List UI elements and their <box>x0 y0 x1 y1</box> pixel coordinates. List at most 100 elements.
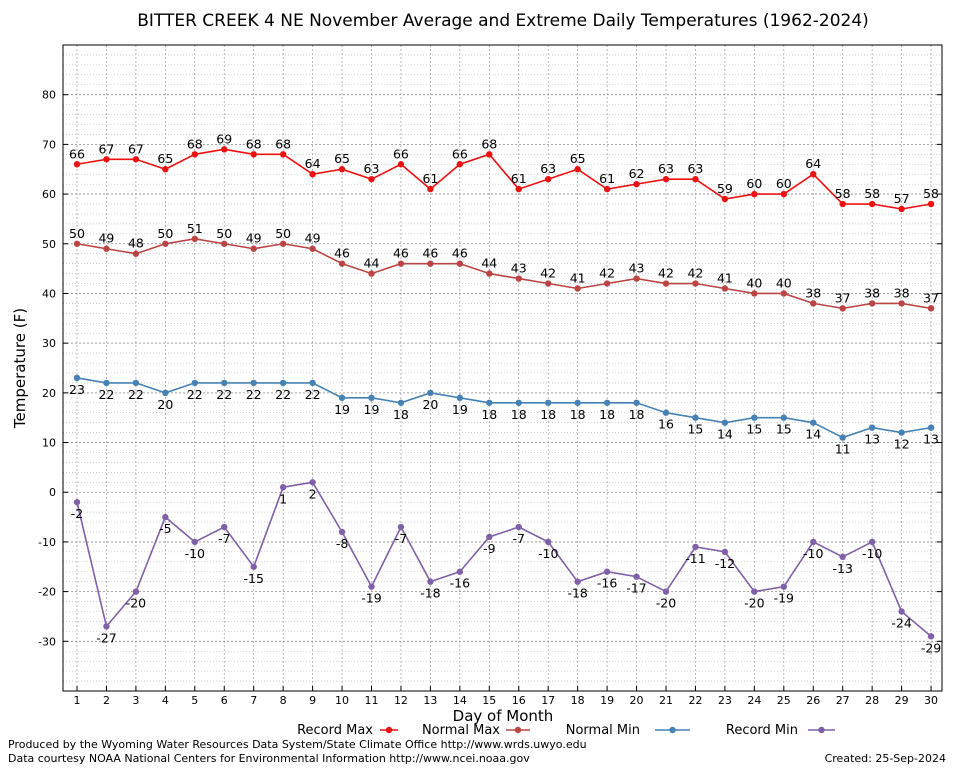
record-max-point <box>103 156 110 163</box>
normal-max-point <box>780 290 787 297</box>
record-min-data-label: -20 <box>744 596 764 611</box>
record-max-data-label: 61 <box>599 171 615 186</box>
legend-marker <box>385 726 393 734</box>
record-max-data-label: 66 <box>69 146 85 161</box>
record-min-data-label: -5 <box>159 521 171 536</box>
record-min-point <box>162 513 169 521</box>
record-min-data-label: -13 <box>832 561 852 576</box>
normal-max-data-label: 38 <box>864 285 880 300</box>
record-min-data-label: -10 <box>538 546 558 561</box>
normal-max-data-label: 49 <box>98 231 114 246</box>
normal-max-data-label: 49 <box>305 231 321 246</box>
record-min-point <box>868 538 876 546</box>
record-max-data-label: 68 <box>275 136 291 151</box>
normal-max-point <box>250 245 257 252</box>
record-min-point <box>927 633 935 640</box>
normal-max-point <box>751 290 758 297</box>
y-tick-label: 70 <box>42 138 56 151</box>
normal-max-point <box>633 275 640 282</box>
record-max-data-label: 66 <box>452 146 468 161</box>
normal-min-data-label: 18 <box>540 407 556 422</box>
normal-min-point <box>73 374 81 382</box>
footer-created: Created: 25-Sep-2024 <box>824 752 946 765</box>
legend-item-record-min: Record Min <box>726 723 835 738</box>
x-tick-label: 25 <box>777 694 791 707</box>
normal-min-point <box>810 419 817 426</box>
record-max-data-label: 65 <box>570 151 586 166</box>
record-min-point <box>898 608 905 615</box>
normal-min-line <box>76 377 932 439</box>
normal-min-point <box>427 389 434 397</box>
normal-max-data-label: 40 <box>746 275 762 290</box>
record-min-line <box>76 481 932 637</box>
normal-max-data-label: 48 <box>128 236 144 251</box>
legend-marker <box>818 726 825 734</box>
normal-min-point <box>162 389 169 397</box>
normal-max-point <box>486 270 493 277</box>
record-max-point <box>927 200 935 208</box>
record-max-point <box>427 185 434 193</box>
record-max-point <box>73 161 81 168</box>
series-record-min: -2 -27 -20 -5 -10 -7 -15 1 2 -8 -19 -7 -18 -16 -9 -7 -10… <box>71 479 941 655</box>
record-max-point <box>692 175 699 183</box>
x-tick-label: 10 <box>335 694 349 707</box>
x-axis-label: Day of Month <box>453 707 554 725</box>
normal-max-data-label: 51 <box>187 221 203 236</box>
legend-label: Normal Max <box>422 723 500 738</box>
series: 66 67 67 65 68 69 68 68 64 65 63 66 61 66 68 61 63 65 61 62… <box>69 131 941 655</box>
record-min-point <box>279 484 287 491</box>
legend-marker <box>514 726 522 734</box>
record-min-data-label: -7 <box>395 531 407 546</box>
record-max-point <box>250 151 257 158</box>
legend-marker <box>669 726 676 734</box>
record-min-point <box>486 533 493 541</box>
record-max-data-label: 63 <box>658 161 674 176</box>
record-min-point <box>456 568 464 575</box>
normal-max-data-label: 41 <box>570 270 586 285</box>
normal-min-data-label: 22 <box>216 387 232 402</box>
normal-min-data-label: 19 <box>364 402 380 417</box>
record-min-data-label: -16 <box>450 576 470 591</box>
normal-max-point <box>162 240 169 247</box>
normal-min-data-label: 22 <box>246 387 262 402</box>
record-max-data-label: 58 <box>864 186 880 201</box>
record-min-point <box>73 498 81 506</box>
normal-min-data-label: 23 <box>69 382 85 397</box>
normal-max-data-label: 46 <box>334 246 350 261</box>
x-tick-label: 24 <box>747 694 761 707</box>
normal-max-data-label: 37 <box>835 290 851 305</box>
record-min-point <box>662 588 670 595</box>
x-tick-label: 14 <box>453 694 467 707</box>
record-min-data-label: -10 <box>803 546 823 561</box>
record-max-point <box>191 151 198 158</box>
normal-min-point <box>250 379 257 387</box>
record-max-data-label: 63 <box>687 161 703 176</box>
record-max-point <box>221 146 228 153</box>
series-normal-min: 23 22 22 20 22 22 22 22 22 19 19 18 20 19 18 18 18 18 18 18… <box>69 374 939 457</box>
record-min-data-label: 1 <box>279 491 287 506</box>
normal-max-point <box>309 245 316 252</box>
record-max-data-label: 63 <box>540 161 556 176</box>
plot-frame <box>62 44 943 692</box>
normal-min-point <box>368 394 375 402</box>
normal-max-data-label: 50 <box>275 226 291 241</box>
normal-min-point <box>221 379 228 387</box>
normal-min-point <box>868 424 876 431</box>
record-min-point <box>839 553 846 561</box>
normal-max-data-label: 50 <box>216 226 232 241</box>
x-tick-label: 21 <box>659 694 673 707</box>
record-max-point <box>309 171 316 178</box>
record-max-point <box>486 151 493 158</box>
normal-max-data-label: 42 <box>687 266 703 281</box>
normal-max-data-label: 50 <box>157 226 173 241</box>
normal-min-point <box>603 399 611 406</box>
record-min-point <box>250 563 257 570</box>
normal-max-data-label: 38 <box>894 285 910 300</box>
normal-min-point <box>515 399 522 406</box>
normal-max-line <box>76 237 932 310</box>
record-min-data-label: -10 <box>185 546 205 561</box>
normal-max-point <box>898 300 905 307</box>
normal-max-data-label: 46 <box>422 246 438 261</box>
record-min-data-label: -20 <box>656 596 676 611</box>
record-min-data-label: -2 <box>71 506 83 521</box>
